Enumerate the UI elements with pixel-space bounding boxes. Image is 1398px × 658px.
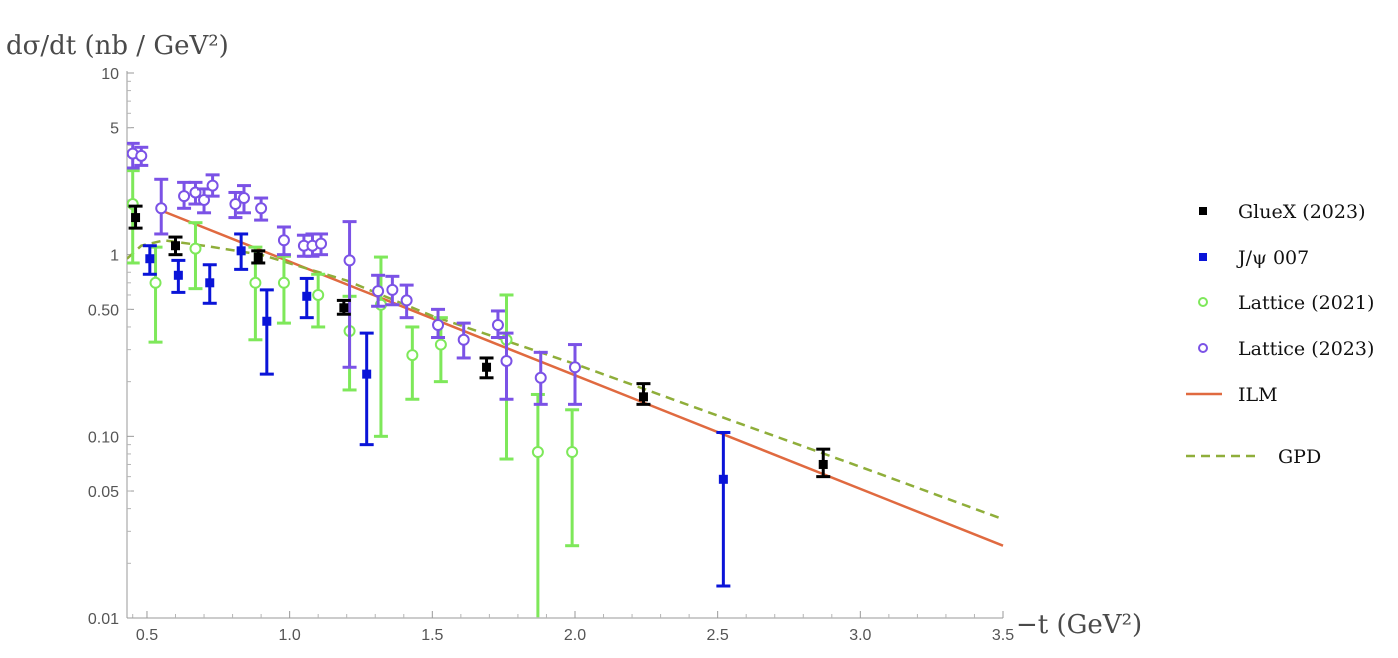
series-lattice-2023--point [568, 361, 581, 374]
series-lattice-2023--point [255, 202, 268, 215]
series-j-007-point [205, 278, 215, 288]
y-tick-label: 0.01 [88, 611, 119, 628]
series-lattice-2023--point [372, 285, 385, 298]
series-j-007-point [362, 369, 372, 379]
series-lattice-2021--point [312, 288, 325, 301]
legend-label-j-007: J/ψ 007 [1236, 247, 1309, 269]
ticks: 0.5 1.0 1.5 2.0 2.5 3.0 3.5 0.01 0.05 0.10 0.50 1 5 1… [88, 66, 1014, 644]
series-j-007-point [262, 316, 272, 326]
legend-label-gluex-2023-: GlueX (2023) [1238, 201, 1365, 223]
y-tick-label: 10 [101, 66, 119, 83]
series-lattice-2023--point [206, 179, 219, 192]
x-axis-title: −t (GeV²) [1016, 610, 1142, 640]
series-lattice-2021--point [434, 338, 447, 351]
legend-label-lattice-2021-: Lattice (2021) [1238, 292, 1374, 314]
series-gluex-2023--point [482, 362, 492, 372]
y-axis-title: dσ/dt (nb / GeV²) [6, 31, 229, 61]
x-tick-label: 3.0 [849, 627, 871, 644]
y-tick-label: 5 [110, 121, 119, 138]
series-gluex-2023--point [131, 213, 141, 223]
series-lattice-2021--point [249, 276, 262, 289]
x-tick-label: 1.0 [279, 627, 301, 644]
x-tick-label: 2.0 [564, 627, 586, 644]
series-lattice-2023--point [386, 283, 399, 296]
series-lattice-2023--point [400, 294, 413, 307]
series-lattice-2023--point [457, 333, 470, 346]
series-gluex-2023--point [818, 459, 828, 469]
x-tick-label: 0.5 [136, 627, 158, 644]
y-tick-label: 0.05 [88, 484, 119, 501]
plot-marks [127, 141, 1004, 618]
series-j-007-point [173, 270, 183, 280]
series-j-007-point [145, 254, 155, 264]
series-line-gpd [127, 239, 1004, 521]
series-lattice-2021--point [149, 276, 162, 289]
series-lattice-2023--point [178, 190, 191, 203]
series-lattice-2023--point [237, 192, 250, 205]
series-lattice-2021--point [277, 276, 290, 289]
legend: GlueX (2023) J/ψ 007 Lattice (2021) Lattice… [1186, 201, 1374, 468]
series-lattice-2023--point [343, 254, 356, 267]
series-line-ilm [160, 209, 1004, 547]
series-gluex-2023--point [171, 241, 181, 251]
legend-marker-lattice-2023- [1198, 343, 1208, 353]
series-j-007-point [236, 246, 246, 256]
x-tick-label: 3.5 [992, 627, 1014, 644]
y-tick-label: 0.50 [88, 302, 119, 319]
series-lattice-2021--point [406, 349, 419, 362]
series-gluex-2023--point [638, 392, 648, 402]
series-lattice-2023--point [432, 319, 445, 332]
series-j-007-point [302, 291, 312, 301]
series-lattice-2023--point [229, 198, 242, 211]
legend-label-ilm: ILM [1238, 384, 1278, 406]
legend-label-lattice-2023-: Lattice (2023) [1238, 338, 1374, 360]
legend-marker-j-007 [1199, 253, 1207, 261]
legend-label-gpd: GPD [1278, 446, 1321, 468]
y-tick-label: 0.10 [88, 429, 119, 446]
series-lattice-2021--point [566, 445, 579, 458]
x-tick-label: 1.5 [421, 627, 443, 644]
y-tick-label: 1 [110, 248, 119, 265]
series-lattice-2023--point [135, 149, 148, 162]
series-j-007-point [718, 474, 728, 484]
legend-marker-gluex-2023- [1199, 207, 1207, 215]
series-gluex-2023--point [339, 303, 349, 313]
series-lattice-2021--point [189, 242, 202, 255]
series-lattice-2023--point [277, 234, 290, 247]
series-gluex-2023--point [253, 252, 263, 262]
series-lattice-2021--point [531, 445, 544, 458]
series-lattice-2023--point [155, 202, 168, 215]
x-tick-label: 2.5 [707, 627, 729, 644]
axes [126, 71, 1003, 619]
series-lattice-2023--point [534, 371, 547, 384]
legend-marker-lattice-2021- [1198, 297, 1208, 307]
plot-area [127, 141, 1004, 618]
series-lattice-2023--point [491, 319, 504, 332]
series-lattice-2023--point [315, 237, 328, 250]
series-lattice-2023--point [500, 354, 513, 367]
